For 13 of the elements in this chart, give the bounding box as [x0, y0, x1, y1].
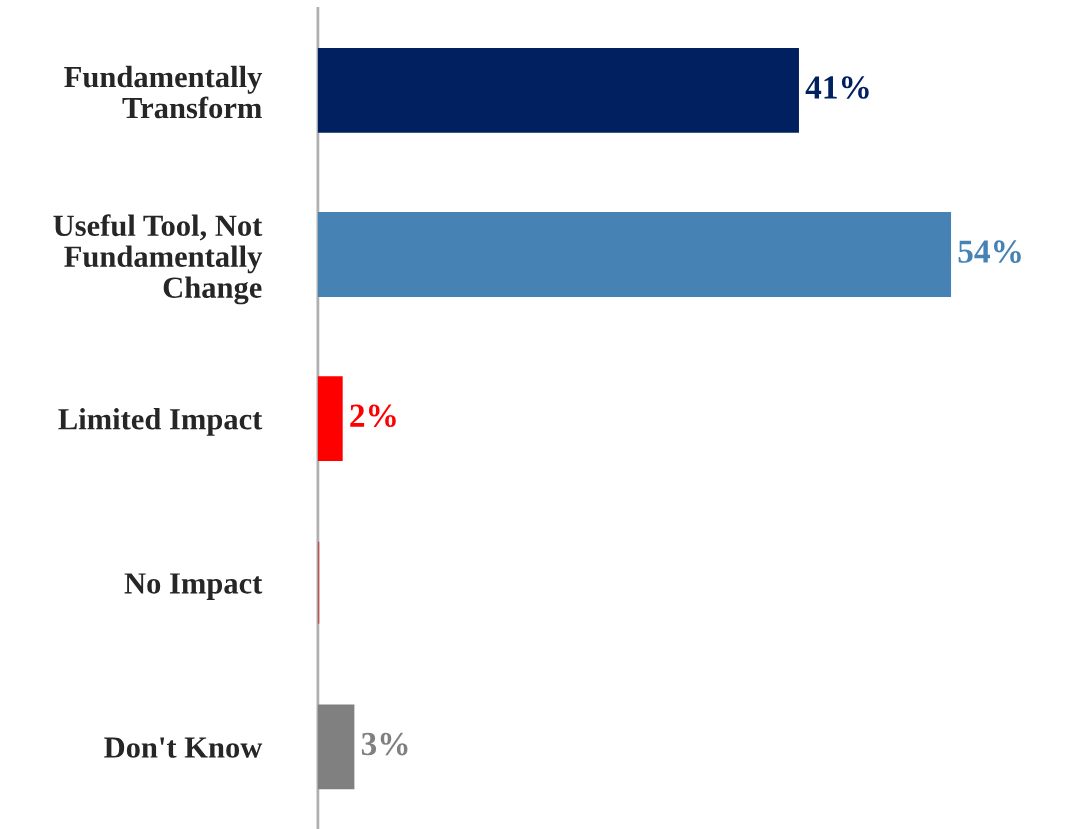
data-label: 54%	[958, 240, 1021, 263]
y-tick-label: Fundamentally Transform	[64, 65, 263, 119]
bar	[317, 212, 952, 297]
data-label: 2%	[350, 404, 396, 428]
y-tick-label: Useful Tool, Not Fundamentally Change	[53, 214, 263, 305]
bar	[317, 704, 355, 790]
y-tick-label: Limited Impact	[58, 408, 263, 436]
bar	[317, 47, 799, 133]
data-label: 3%	[361, 732, 408, 756]
y-tick-label: No Impact	[124, 573, 263, 600]
bar	[317, 376, 343, 462]
y-tick-label: Don't Know	[104, 737, 263, 758]
data-label: 41%	[805, 76, 869, 99]
